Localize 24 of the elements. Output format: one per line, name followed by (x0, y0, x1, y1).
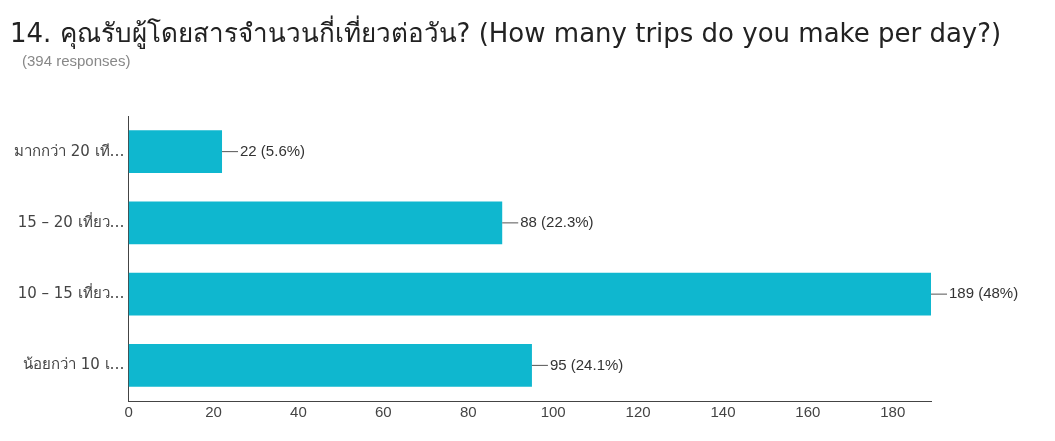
y-tick-label: 15 – 20 เที่ยว… (17, 210, 125, 231)
bar (128, 130, 223, 173)
x-tick-label: 140 (710, 403, 736, 421)
x-tick-label: 20 (205, 403, 222, 421)
chart-subtitle: (394 responses) (22, 52, 131, 69)
x-tick-label: 120 (625, 403, 651, 421)
x-tick-label: 180 (880, 403, 906, 421)
bar (128, 272, 931, 316)
x-tick-label: 40 (290, 403, 307, 421)
x-tick-label: 160 (795, 403, 821, 421)
bar (128, 201, 503, 245)
data-label: 189 (48%) (949, 284, 1019, 302)
chart-title: 14. คุณรับผู้โดยสารจำนวนกี่เที่ยวต่อวัน? (How many trips do you make per day?) (10, 14, 1002, 51)
x-tick-label: 100 (540, 403, 566, 421)
x-tick-label: 80 (459, 403, 477, 421)
y-tick-label: มากกว่า 20 เที… (14, 141, 125, 160)
data-label: 95 (24.1%) (549, 355, 624, 373)
y-tick-label: น้อยกว่า 10 เ… (23, 355, 125, 374)
data-label: 22 (5.6%) (240, 141, 306, 159)
bar (128, 344, 532, 387)
y-tick-label: 10 – 15 เที่ยว… (17, 282, 125, 303)
x-tick-label: 60 (375, 403, 392, 421)
data-label: 88 (22.3%) (520, 213, 594, 231)
x-tick-label: 0 (124, 403, 133, 421)
